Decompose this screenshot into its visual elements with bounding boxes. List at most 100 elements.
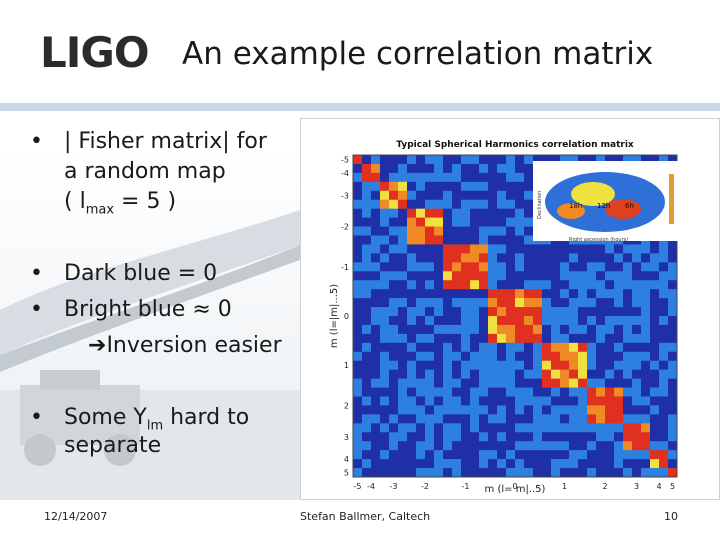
heatmap-cell (569, 342, 579, 353)
heatmap-cell (551, 423, 561, 433)
heatmap-cell (506, 405, 516, 415)
heatmap-cell (488, 468, 498, 478)
heatmap-cell (497, 253, 507, 263)
heatmap-cell (398, 333, 408, 344)
heatmap-cell (461, 360, 471, 370)
heatmap-cell (434, 369, 444, 379)
heatmap-cell (434, 217, 444, 227)
heatmap-cell (587, 423, 597, 433)
heatmap-cell (470, 262, 480, 272)
heatmap-cell (659, 280, 669, 290)
heatmap-cell (470, 181, 480, 192)
subscript: max (85, 202, 115, 218)
bullet-line: a random map (64, 159, 226, 184)
heatmap-cell (416, 360, 426, 370)
heatmap-cell (659, 333, 669, 344)
heatmap-cell (650, 378, 660, 388)
heatmap-cell (632, 262, 642, 272)
heatmap-cell (425, 307, 435, 317)
heatmap-cell (668, 468, 678, 478)
heatmap-cell (524, 235, 534, 245)
heatmap-cell (623, 369, 633, 379)
heatmap-cell (389, 155, 399, 165)
heatmap-cell (479, 217, 489, 227)
heatmap-cell (380, 450, 390, 460)
heatmap-cell (641, 324, 651, 335)
heatmap-cell (380, 396, 390, 406)
heatmap-cell (371, 441, 381, 451)
heatmap-cell (389, 208, 399, 218)
heatmap-cell (380, 190, 390, 201)
heatmap-cell (416, 190, 426, 201)
heatmap-cell (353, 405, 363, 415)
heatmap-cell (479, 253, 489, 263)
heatmap-cell (362, 459, 372, 469)
heatmap-cell (632, 387, 642, 397)
heatmap-cell (389, 441, 399, 451)
heatmap-cell (623, 378, 633, 388)
heatmap-cell (470, 432, 480, 442)
heatmap-cell (524, 298, 534, 308)
bullet-text: Inversion easier (106, 333, 282, 358)
heatmap-cell (443, 163, 453, 174)
heatmap-cell (551, 405, 561, 415)
heatmap-cell (650, 155, 660, 165)
heatmap-cell (515, 217, 525, 227)
heatmap-cell (623, 289, 633, 299)
heatmap-cell (596, 405, 606, 415)
y-tick-label: 0 (344, 312, 349, 321)
heatmap-cell (551, 244, 561, 254)
heatmap-cell (416, 172, 426, 183)
heatmap-cell (596, 307, 606, 317)
heatmap-cell (551, 468, 561, 478)
heatmap-cell (578, 396, 588, 406)
heatmap-cell (479, 378, 489, 388)
heatmap-cell (371, 289, 381, 299)
heatmap-cell (560, 369, 570, 379)
heatmap-cell (479, 289, 489, 299)
heatmap-cell (542, 432, 552, 442)
heatmap-cell (452, 280, 462, 290)
heatmap-cell (434, 414, 444, 424)
bullet-dot: • (30, 405, 43, 430)
heatmap-cell (497, 387, 507, 397)
heatmap-cell (551, 253, 561, 263)
heatmap-cell (461, 217, 471, 227)
heatmap-cell (434, 405, 444, 415)
heatmap-cell (596, 333, 606, 344)
heatmap-cell (515, 163, 525, 174)
heatmap-cell (578, 468, 588, 478)
heatmap-cell (641, 459, 651, 469)
heatmap-cell (524, 181, 534, 192)
heatmap-cell (416, 208, 426, 218)
heatmap-cell (353, 244, 363, 254)
heatmap-cell (524, 217, 534, 227)
heatmap-cell (659, 396, 669, 406)
heatmap-cell (506, 244, 516, 254)
heatmap-cell (461, 414, 471, 424)
heatmap-cell (614, 351, 624, 362)
background-photo (0, 150, 300, 500)
heatmap-cell (587, 396, 597, 406)
heatmap-cell (650, 396, 660, 406)
heatmap-cell (362, 163, 372, 174)
heatmap-cell (461, 441, 471, 451)
heatmap-cell (659, 450, 669, 460)
heatmap-cell (461, 163, 471, 174)
heatmap-cell (515, 387, 525, 397)
heatmap-cell (614, 396, 624, 406)
heatmap-cell (659, 369, 669, 379)
heatmap-cell (479, 324, 489, 335)
heatmap-cell (614, 324, 624, 335)
heatmap-cell (623, 351, 633, 362)
heatmap-cell (569, 414, 579, 424)
subscript: lm (146, 418, 164, 434)
heatmap-cell (632, 253, 642, 263)
heatmap-cell (434, 441, 444, 451)
heatmap-cell (659, 342, 669, 353)
heatmap-cell (488, 423, 498, 433)
heatmap-cell (605, 351, 615, 362)
heatmap-cell (488, 378, 498, 388)
heatmap-cell (353, 441, 363, 451)
heatmap-cell (497, 163, 507, 174)
